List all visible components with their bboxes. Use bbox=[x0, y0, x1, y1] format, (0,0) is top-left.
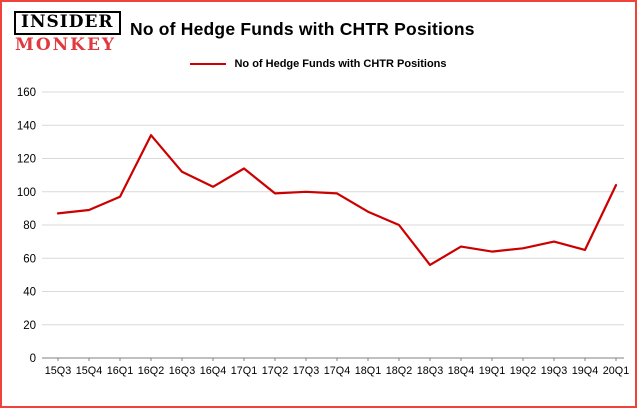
x-tick-label: 16Q2 bbox=[138, 365, 164, 377]
x-tick-label: 18Q4 bbox=[448, 365, 474, 377]
hedge-fund-series-line bbox=[56, 134, 618, 266]
x-tick-label: 19Q3 bbox=[541, 365, 567, 377]
x-tick-label: 20Q1 bbox=[603, 365, 629, 377]
x-tick-label: 19Q1 bbox=[479, 365, 505, 377]
y-tick-label: 60 bbox=[23, 253, 36, 265]
x-tick-label: 17Q1 bbox=[231, 365, 257, 377]
y-tick-label: 100 bbox=[17, 187, 36, 199]
x-tick-label: 16Q1 bbox=[107, 365, 133, 377]
x-tick-label: 17Q4 bbox=[324, 365, 350, 377]
line-chart-svg: 0 20 40 60 80 100 120 140 160 15Q3 15Q4 16Q1 16Q2 16Q… bbox=[17, 87, 629, 377]
x-tick-label: 15Q3 bbox=[45, 365, 71, 377]
legend-line-swatch bbox=[190, 63, 227, 65]
x-tick-label: 16Q3 bbox=[169, 365, 195, 377]
logo-text-monkey: MONKEY bbox=[15, 35, 117, 55]
y-tick-label: 0 bbox=[30, 353, 36, 365]
line-chart: 0 20 40 60 80 100 120 140 160 15Q3 15Q4 16Q1 16Q2 16Q… bbox=[8, 80, 630, 403]
x-tick-label: 16Q4 bbox=[200, 365, 226, 377]
y-tick-label: 80 bbox=[23, 220, 36, 232]
y-tick-label: 160 bbox=[17, 87, 36, 99]
page-title: No of Hedge Funds with CHTR Positions bbox=[130, 19, 475, 39]
y-tick-label: 40 bbox=[23, 287, 36, 299]
x-tick-label: 17Q2 bbox=[262, 365, 288, 377]
insider-monkey-logo: INSIDER MONKEY bbox=[14, 11, 121, 54]
x-tick-label: 19Q4 bbox=[572, 365, 598, 377]
x-tick-label: 18Q3 bbox=[417, 365, 443, 377]
legend-label: No of Hedge Funds with CHTR Positions bbox=[234, 58, 447, 70]
logo-text-insider: INSIDER bbox=[14, 11, 121, 35]
x-tick-label: 18Q2 bbox=[386, 365, 412, 377]
y-tick-label: 140 bbox=[17, 120, 36, 132]
x-tick-label: 19Q2 bbox=[510, 365, 536, 377]
y-tick-label: 120 bbox=[17, 154, 36, 166]
y-tick-label: 20 bbox=[23, 320, 36, 332]
x-tick-label: 18Q1 bbox=[355, 365, 381, 377]
x-tick-label: 15Q4 bbox=[76, 365, 102, 377]
chart-legend: No of Hedge Funds with CHTR Positions bbox=[2, 58, 635, 70]
x-tick-label: 17Q3 bbox=[293, 365, 319, 377]
